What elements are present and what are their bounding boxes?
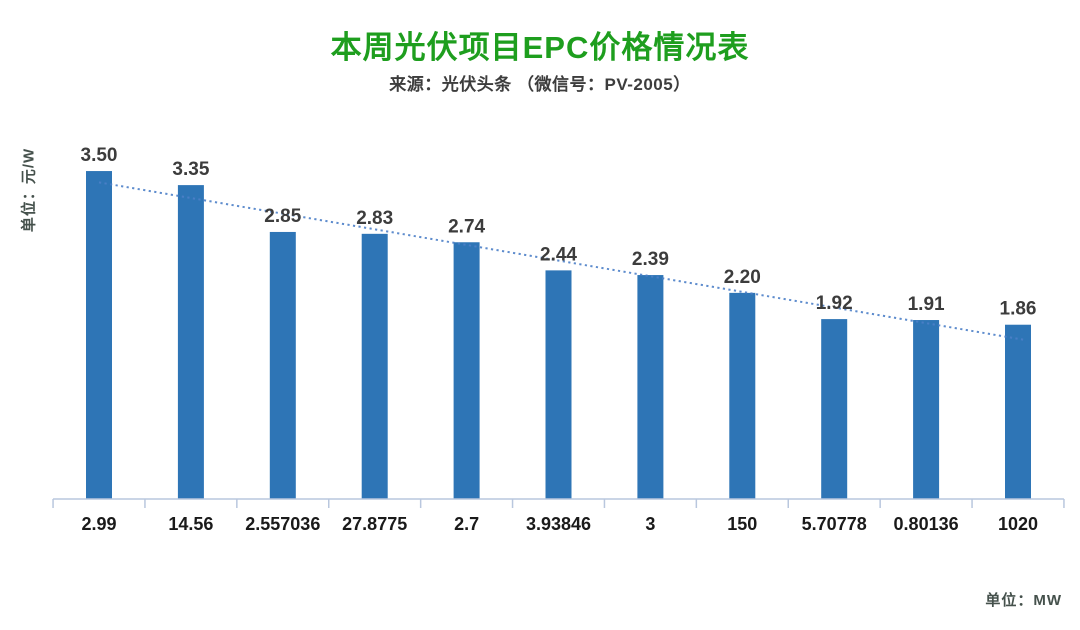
chart-subtitle: 来源：光伏头条 （微信号：PV-2005） — [389, 75, 691, 94]
x-axis-label: 1020 — [998, 514, 1038, 534]
bar — [637, 275, 664, 499]
x-axis-label: 27.8775 — [342, 514, 407, 534]
bar-value-label: 1.86 — [1000, 299, 1037, 320]
bar — [1005, 324, 1031, 499]
x-axis-label: 14.56 — [168, 514, 213, 534]
x-axis-label: 2.557036 — [245, 514, 320, 534]
bar — [821, 319, 848, 499]
x-axis-label: 3 — [645, 514, 655, 534]
x-axis-label: 0.80136 — [894, 514, 959, 534]
x-axis-unit-label: 单位：MW — [985, 592, 1062, 609]
bar-value-label: 2.83 — [356, 208, 393, 229]
bar — [269, 231, 296, 499]
bar — [913, 320, 940, 499]
bar — [453, 242, 480, 499]
bar-value-label: 3.35 — [172, 159, 209, 180]
bar-value-label: 1.91 — [908, 294, 945, 315]
bar — [545, 270, 572, 499]
x-axis-label: 3.93846 — [526, 514, 591, 534]
bar-value-label: 2.85 — [264, 206, 301, 227]
bar-value-label: 2.39 — [632, 249, 669, 270]
bar-value-label: 2.20 — [724, 267, 761, 288]
bar-value-label: 1.92 — [816, 293, 853, 314]
bar — [361, 233, 388, 500]
page-title: 本周光伏项目EPC价格情况表 — [330, 30, 750, 65]
bar — [177, 185, 204, 500]
x-axis-label: 2.7 — [454, 514, 479, 534]
x-axis-label: 150 — [727, 514, 757, 534]
x-axis-label: 2.99 — [81, 514, 116, 534]
bar — [729, 292, 756, 499]
bar-value-label: 2.44 — [540, 244, 577, 265]
bar-value-label: 3.50 — [81, 145, 118, 166]
bar — [86, 171, 112, 500]
x-axis-label: 5.70778 — [802, 514, 867, 534]
bar-value-label: 2.74 — [448, 216, 485, 237]
